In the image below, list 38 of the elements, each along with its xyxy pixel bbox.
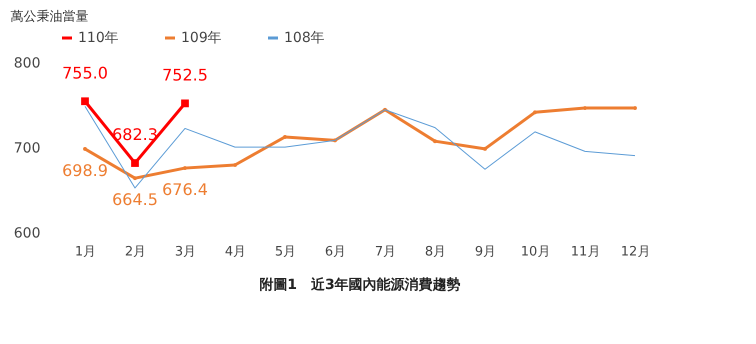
point [181, 100, 189, 108]
data-label: 755.0 [62, 63, 108, 82]
x-tick-label: 9月 [474, 244, 496, 260]
point [83, 147, 87, 151]
y-axis-title: 萬公秉油當量 [10, 10, 88, 24]
legend-label: 108年 [284, 30, 325, 46]
text: 附圖1 近3年國內能源消費趨勢 [259, 276, 461, 293]
y-tick-label: 600 [14, 226, 40, 242]
point [133, 176, 137, 180]
point [483, 146, 487, 151]
point [81, 97, 89, 106]
point [533, 110, 537, 114]
x-tick-label: 11月 [570, 244, 600, 260]
point [183, 166, 187, 170]
x-tick-label: 7月 [374, 244, 396, 260]
y-tick-label: 700 [14, 140, 40, 156]
x-tick-label: 2月 [124, 244, 146, 260]
x-tick-label: 5月 [274, 244, 296, 260]
x-tick-label: 8月 [424, 244, 446, 260]
data-label: 676.4 [162, 180, 208, 200]
point [233, 163, 237, 167]
point [131, 159, 139, 167]
point [433, 139, 437, 144]
x-tick-label: 4月 [224, 244, 246, 260]
data-label: 664.5 [112, 190, 158, 210]
x-tick-label: 10月 [520, 244, 550, 260]
point [633, 106, 637, 110]
x-tick-label: 12月 [620, 244, 650, 260]
legend-label: 110年 [78, 30, 119, 46]
point [283, 135, 287, 139]
data-label: 698.9 [62, 160, 108, 180]
x-tick-label: 3月 [174, 244, 196, 260]
legend-label: 109年 [181, 30, 222, 46]
x-tick-label: 6月 [324, 244, 346, 260]
point [583, 106, 587, 110]
data-label: 752.5 [162, 65, 208, 84]
x-tick-label: 1月 [74, 244, 96, 260]
y-tick-label: 800 [14, 56, 40, 72]
